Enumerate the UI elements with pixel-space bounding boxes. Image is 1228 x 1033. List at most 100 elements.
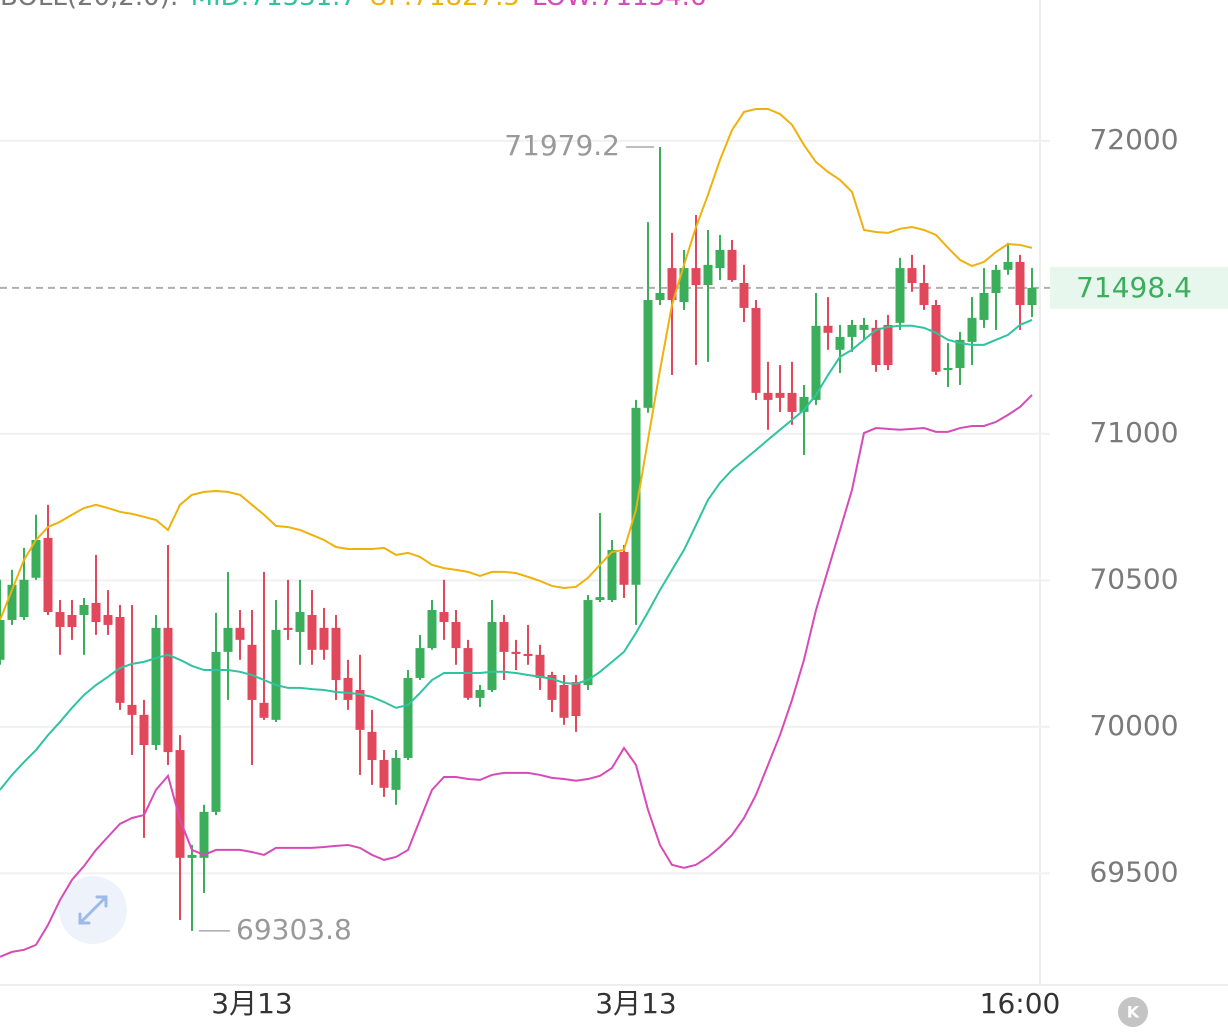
candle-body (655, 292, 665, 301)
y-tick-label: 71000 (1089, 416, 1178, 449)
candle-body (931, 304, 941, 372)
candle-body (7, 584, 17, 620)
legend-entry: LOW:71134.6 (532, 0, 706, 12)
candle-body (751, 307, 761, 393)
candle-body (211, 651, 221, 812)
candle-body (151, 627, 161, 746)
candle-body (487, 621, 497, 690)
candle-body (427, 609, 437, 649)
candle-body (199, 811, 209, 858)
candle-body (307, 614, 317, 650)
candle-body (439, 612, 449, 622)
candle-body (799, 396, 809, 412)
kline-button-bg[interactable] (1118, 997, 1148, 1027)
candle-body (571, 682, 581, 717)
candle-body (343, 677, 353, 700)
candle-body (943, 367, 953, 371)
candle-body (271, 629, 281, 720)
candle-body (523, 653, 533, 656)
candle-body (163, 627, 173, 753)
candle-body (319, 627, 329, 650)
y-tick-label: 72000 (1089, 123, 1178, 156)
candle-body (403, 677, 413, 758)
candle-body (103, 614, 113, 625)
candle-body (811, 325, 821, 400)
candle-body (643, 300, 653, 408)
candle-body (739, 283, 749, 308)
candle-body (187, 854, 197, 858)
last-price-tag (1050, 266, 1228, 309)
candle-body (1003, 261, 1013, 270)
x-tick-label: 16:00 (980, 987, 1061, 1020)
candle-body (451, 621, 461, 649)
candle-body (475, 689, 485, 698)
candle-body (55, 612, 65, 627)
candle-body (331, 627, 341, 681)
candle-body (67, 614, 77, 627)
candle-body (979, 292, 989, 320)
candle-body (31, 539, 41, 578)
candle-body (355, 689, 365, 730)
low-annotation: 69303.8 (236, 913, 352, 946)
candle-body (895, 268, 905, 323)
y-tick-label: 70000 (1089, 709, 1178, 742)
candle-body (547, 675, 557, 700)
candle-body (247, 644, 257, 700)
last-price-label: 71498.4 (1076, 271, 1192, 304)
candle-body (955, 339, 965, 368)
candle-body (883, 324, 893, 366)
candle-body (763, 392, 773, 400)
y-tick-label: 70500 (1089, 562, 1178, 595)
expand-button[interactable] (59, 876, 127, 944)
kline-button[interactable]: K (1118, 997, 1148, 1027)
candle-body (283, 627, 293, 630)
candle-body (583, 600, 593, 685)
candle-body (727, 249, 737, 281)
candle-body (79, 605, 89, 615)
expand-icon[interactable] (78, 895, 108, 925)
candle-body (847, 324, 857, 337)
candle-body (43, 537, 53, 613)
candle-body (391, 757, 401, 790)
candle-body (619, 551, 629, 585)
kline-button-label[interactable]: K (1127, 1003, 1140, 1022)
high-annotation: 71979.2 (504, 129, 620, 162)
indicator-label: BOLL(20,2.0): (0, 0, 179, 12)
candle-body (175, 750, 185, 858)
candle-body (595, 597, 605, 601)
band-line (0, 319, 1033, 791)
candle-body (631, 407, 641, 585)
band-line (0, 107, 1033, 621)
candle-body (679, 268, 689, 303)
x-tick-label: 3月13 (595, 987, 676, 1020)
candle-body (991, 269, 1001, 293)
candle-body (535, 654, 545, 678)
candle-body (19, 579, 29, 618)
candle-body (835, 336, 845, 350)
candle-body (367, 731, 377, 760)
candle-body (823, 325, 833, 333)
candle-body (775, 392, 785, 398)
legend: BOLL(20,2.0): MID:71331.7 UP:71827.5 LOW:71… (0, 0, 706, 12)
candle-body (607, 549, 617, 601)
candle-body (871, 327, 881, 366)
candle-body (295, 612, 305, 632)
x-tick-label: 3月13 (211, 987, 292, 1020)
y-tick-label: 69500 (1089, 855, 1178, 888)
legend-entry: MID:71331.7 (191, 0, 357, 12)
candle-body (379, 759, 389, 788)
candle-body (667, 268, 677, 301)
candle-body (127, 704, 137, 715)
candle-body (1015, 261, 1025, 305)
candle-body (715, 249, 725, 269)
candle-body (511, 651, 521, 654)
candle-body (919, 283, 929, 305)
candle-body (559, 684, 569, 718)
candle-body (115, 617, 125, 703)
candle-body (787, 392, 797, 412)
candle-body (907, 268, 917, 284)
candle-body (1027, 287, 1037, 305)
candle-body (91, 602, 101, 622)
candle-body (703, 264, 713, 286)
